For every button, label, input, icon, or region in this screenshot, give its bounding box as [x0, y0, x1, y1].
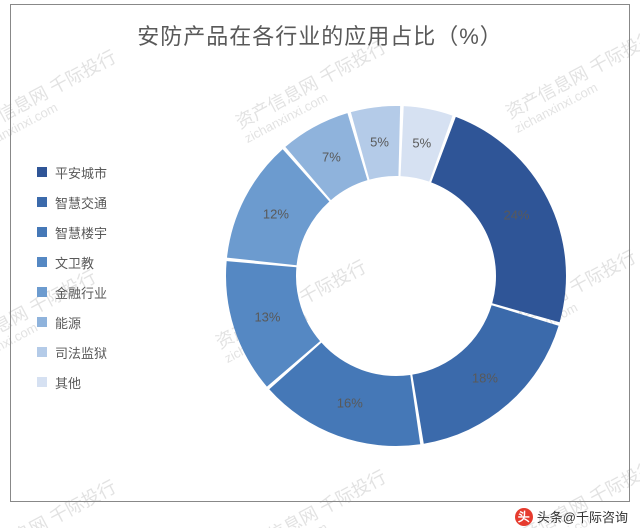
legend-item: 其他: [37, 367, 107, 397]
donut-svg: [191, 71, 601, 481]
legend-marker: [37, 257, 47, 267]
slice-label: 18%: [472, 370, 498, 385]
footer-source-name: @千际咨询: [563, 507, 628, 526]
legend-marker: [37, 287, 47, 297]
slice-label: 16%: [337, 395, 363, 410]
slice-label: 5%: [412, 136, 431, 151]
legend-label: 金融行业: [55, 283, 107, 302]
slice-label: 12%: [263, 207, 289, 222]
legend-item: 智慧交通: [37, 187, 107, 217]
slice-label: 24%: [503, 208, 529, 223]
legend-label: 平安城市: [55, 163, 107, 182]
legend-marker: [37, 347, 47, 357]
footer-source-prefix: 头条: [537, 507, 563, 526]
slice-label: 13%: [254, 310, 280, 325]
legend: 平安城市智慧交通智慧楼宇文卫教金融行业能源司法监狱其他: [37, 157, 107, 397]
legend-label: 文卫教: [55, 253, 94, 272]
legend-item: 金融行业: [37, 277, 107, 307]
legend-item: 文卫教: [37, 247, 107, 277]
chart-container: 安防产品在各行业的应用占比（%） 平安城市智慧交通智慧楼宇文卫教金融行业能源司法…: [10, 4, 630, 502]
donut-chart: 24% 18% 16% 13% 12% 7% 5% 5%: [191, 71, 601, 481]
slice-label: 7%: [322, 150, 341, 165]
chart-title: 安防产品在各行业的应用占比（%）: [11, 19, 629, 51]
toutiao-icon: 头: [515, 508, 533, 526]
slice-label: 5%: [370, 135, 389, 150]
legend-item: 智慧楼宇: [37, 217, 107, 247]
legend-item: 平安城市: [37, 157, 107, 187]
legend-marker: [37, 317, 47, 327]
footer-attribution: 头 头条 @千际咨询: [515, 507, 628, 526]
legend-label: 智慧交通: [55, 193, 107, 212]
legend-marker: [37, 167, 47, 177]
legend-marker: [37, 227, 47, 237]
legend-label: 其他: [55, 373, 81, 392]
legend-label: 智慧楼宇: [55, 223, 107, 242]
legend-marker: [37, 197, 47, 207]
legend-label: 司法监狱: [55, 343, 107, 362]
legend-item: 能源: [37, 307, 107, 337]
legend-marker: [37, 377, 47, 387]
legend-label: 能源: [55, 313, 81, 332]
donut-slice: [431, 117, 566, 322]
legend-item: 司法监狱: [37, 337, 107, 367]
